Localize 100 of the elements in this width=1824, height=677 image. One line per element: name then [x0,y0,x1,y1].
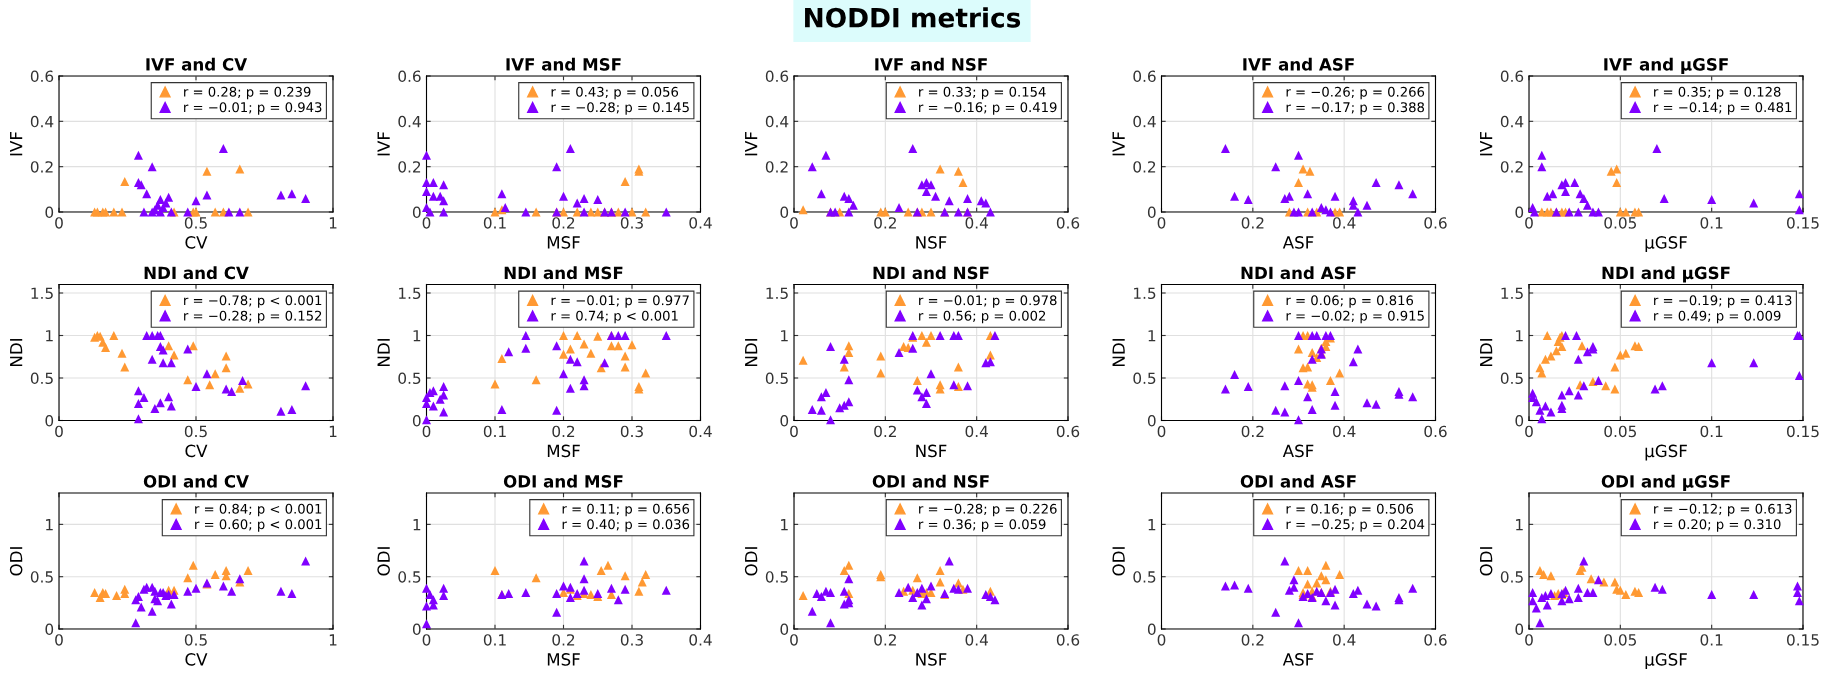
x-axis-title: ASF [1282,653,1314,666]
y-tick-label: 1 [1148,519,1156,531]
x-tick-label: 0.5 [184,634,207,646]
legend-label: r = 0.60; p < 0.001 [195,519,322,532]
y-axis-title: ODI [377,547,390,576]
y-tick-label: 1 [46,519,53,531]
x-tick-label: 0.1 [1700,425,1723,438]
x-tick-label: 0.4 [689,634,712,646]
y-tick-label: 0.4 [1133,115,1156,128]
y-tick-label: 1 [781,519,788,531]
x-tick-label: 0.1 [1700,634,1723,646]
chart-title: ODI and μGSF [1601,474,1730,491]
x-tick-label: 0 [1525,634,1533,646]
legend-label: r = −0.12; p = 0.613 [1654,503,1792,517]
x-tick-label: 0.05 [1604,634,1637,646]
legend-label: r = −0.01; p = 0.943 [184,102,322,115]
y-tick-label: 0.2 [1500,161,1523,173]
y-axis-title: NDI [745,339,758,366]
y-tick-label: 0.4 [30,115,54,128]
y-tick-label: 0.6 [765,70,789,83]
legend-label: r = 0.16; p = 0.506 [1286,503,1414,517]
x-axis-title: CV [185,444,208,458]
y-tick-label: 0.5 [398,571,421,583]
x-axis-title: ASF [1282,444,1314,458]
legend-label: r = −0.28; p = 0.152 [184,310,322,324]
y-tick-label: 0.5 [765,372,788,385]
x-axis-title: μGSF [1645,236,1687,252]
x-tick-label: 0.6 [1424,634,1447,646]
x-tick-label: 0.15 [1787,634,1819,646]
y-tick-label: 0 [1515,414,1524,427]
y-tick-label: 0.5 [398,372,421,385]
y-tick-label: 0 [45,623,54,636]
chart-title: ODI and CV [143,474,249,488]
x-axis-title: NSF [916,444,947,458]
y-axis-title: ODI [1112,547,1125,576]
legend-label: r = 0.40; p = 0.036 [562,519,690,532]
legend-label: r = 0.11; p = 0.656 [562,503,690,517]
text: NODDI metrics [805,7,1021,28]
x-tick-label: 0.4 [965,634,988,646]
legend-label: r = −0.78; p < 0.001 [184,295,322,308]
x-tick-label: 0.6 [1056,425,1080,438]
y-tick-label: 1.5 [399,287,421,300]
y-tick-label: 0.5 [30,571,53,583]
x-tick-label: 0.05 [1604,217,1637,229]
legend-label: r = 0.36; p = 0.059 [919,519,1046,532]
y-axis-title: ODI [744,547,758,576]
y-tick-label: 1 [781,330,788,342]
y-tick-label: 0 [780,414,789,427]
x-tick-label: 0 [55,425,63,438]
x-tick-label: 0.3 [620,425,643,438]
legend-label: r = 0.20; p = 0.310 [1654,519,1781,532]
y-tick-label: 0 [1147,206,1156,219]
x-tick-label: 0 [1525,425,1533,438]
x-tick-label: 1 [329,217,337,229]
x-tick-label: 0 [1525,217,1533,229]
x-tick-label: 0.2 [874,634,896,646]
legend-label: r = −0.28; p = 0.145 [551,102,689,115]
x-tick-label: 0.1 [1700,217,1723,229]
x-tick-label: 0 [422,634,431,646]
x-tick-label: 0 [55,217,63,229]
x-tick-label: 0 [422,217,431,229]
x-tick-label: 0.2 [552,217,575,229]
y-tick-label: 0.2 [765,161,788,173]
y-tick-label: 1 [1148,330,1156,342]
x-axis-title: CV [185,653,208,666]
x-tick-label: 1 [329,425,337,437]
x-tick-label: 1 [329,634,337,646]
y-axis-title: NDI [377,339,390,366]
legend-label: r = −0.19; p = 0.413 [1654,295,1792,308]
x-tick-label: 0.15 [1787,425,1819,438]
y-axis-title: IVF [377,132,390,156]
x-tick-label: 0.3 [620,217,643,229]
x-tick-label: 0.4 [1333,217,1356,229]
x-tick-label: 0.1 [483,425,506,438]
y-axis-title: IVF [1112,132,1125,156]
x-tick-label: 0 [1157,634,1166,646]
y-tick-label: 0 [45,206,54,219]
y-tick-label: 1.5 [1501,287,1523,300]
legend-label: r = 0.43; p = 0.056 [551,86,679,100]
legend-label: r = −0.01; p = 0.977 [551,295,689,308]
y-tick-label: 1 [413,519,421,531]
y-axis-title: NDI [1112,339,1125,366]
y-tick-label: 0.4 [765,115,789,128]
chart-title: IVF and ASF [1243,57,1354,71]
y-tick-label: 0 [412,414,421,427]
x-tick-label: 0.6 [1424,217,1447,229]
legend-label: r = 0.56; p = 0.002 [919,310,1046,324]
y-axis-title: NDI [10,339,23,366]
legend-label: r = 0.33; p = 0.154 [919,86,1046,100]
chart-title: IVF and μGSF [1604,57,1728,74]
y-tick-label: 0.5 [1133,571,1156,583]
chart-title: ODI and ASF [1240,474,1356,488]
y-tick-label: 0 [1147,414,1156,427]
chart-title: NDI and MSF [504,266,623,280]
y-axis-title: IVF [1480,132,1493,156]
x-tick-label: 0 [55,634,63,646]
legend-label: r = −0.25; p = 0.204 [1286,519,1425,532]
y-tick-label: 0.2 [1133,161,1156,173]
y-tick-label: 0.5 [1133,372,1156,385]
x-tick-label: 0.6 [1056,217,1080,229]
